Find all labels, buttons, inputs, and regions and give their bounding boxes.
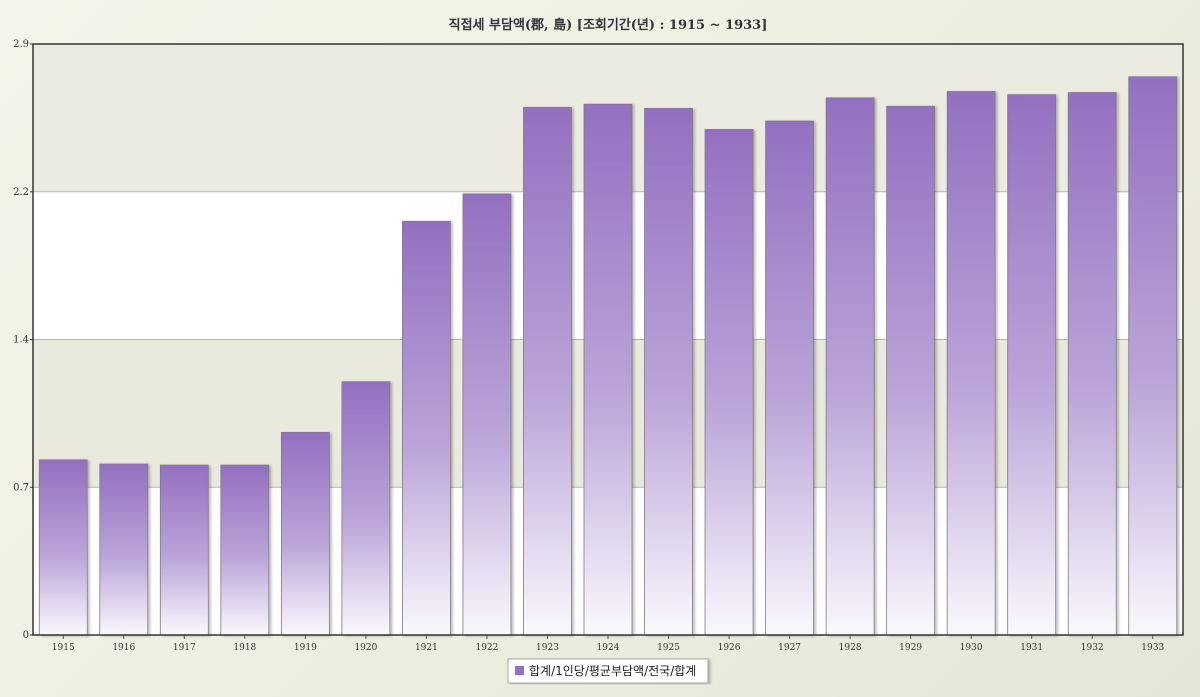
x-tick-label: 1921 <box>415 643 438 653</box>
bars-group <box>38 76 1178 636</box>
y-axis-ticks: 0 0.7 1.4 2.2 2.9 <box>13 39 33 641</box>
bar-1915[interactable] <box>38 459 88 636</box>
bar-1923[interactable] <box>523 106 572 636</box>
legend-box <box>507 658 709 684</box>
bar-1919[interactable] <box>280 431 330 636</box>
bar-1917[interactable] <box>159 464 209 636</box>
y-tick-label: 0 <box>23 630 29 641</box>
y-tick-label: 2.2 <box>13 187 29 198</box>
x-tick-label: 1918 <box>233 643 256 653</box>
y-tick-label: 0.7 <box>13 482 29 493</box>
bar-1930[interactable] <box>946 91 996 636</box>
bar-1920[interactable] <box>341 381 391 636</box>
bar-1924[interactable] <box>583 103 633 636</box>
x-axis-ticks: 1915 1916 1917 1918 1919 1920 1921 1922 1923 1924… <box>52 635 1164 653</box>
bar-1926[interactable] <box>704 129 754 636</box>
bar-1932[interactable] <box>1067 92 1117 636</box>
y-tick-label: 1.4 <box>13 335 29 346</box>
x-tick-label: 1925 <box>657 643 680 653</box>
x-tick-label: 1922 <box>475 643 498 653</box>
x-tick-label: 1929 <box>899 643 922 653</box>
x-tick-label: 1926 <box>718 643 741 653</box>
x-tick-label: 1932 <box>1081 643 1104 653</box>
bar-1916[interactable] <box>99 463 149 636</box>
bar-1921[interactable] <box>402 220 451 636</box>
x-tick-label: 1927 <box>778 643 801 653</box>
bar-1922[interactable] <box>462 193 512 636</box>
x-tick-label: 1928 <box>839 643 862 653</box>
x-tick-label: 1933 <box>1141 643 1164 653</box>
x-tick-label: 1919 <box>294 643 317 653</box>
bar-1918[interactable] <box>220 464 270 636</box>
legend-swatch <box>515 666 524 675</box>
bar-1931[interactable] <box>1007 94 1057 636</box>
x-tick-label: 1916 <box>112 643 135 653</box>
x-tick-label: 1917 <box>173 643 196 653</box>
x-tick-label: 1931 <box>1020 643 1043 653</box>
x-tick-label: 1923 <box>536 643 559 653</box>
bar-1925[interactable] <box>644 107 693 636</box>
x-tick-label: 1930 <box>960 643 983 653</box>
legend-label: 합계/1인당/평균부담액/전국/합계 <box>529 664 696 678</box>
y-tick-label: 2.9 <box>13 39 29 50</box>
x-tick-label: 1920 <box>354 643 377 653</box>
bar-1928[interactable] <box>825 97 875 636</box>
x-tick-label: 1924 <box>597 643 620 653</box>
plot-frame <box>32 43 1184 636</box>
legend[interactable]: 합계/1인당/평균부담액/전국/합계 <box>507 658 709 684</box>
chart-title: 직접세 부담액(郡, 島) [조회기간(년) : 1915 ~ 1933] <box>449 17 768 33</box>
bar-1927[interactable] <box>765 120 814 636</box>
bar-1933[interactable] <box>1128 76 1178 636</box>
x-tick-label: 1915 <box>52 643 75 653</box>
bar-1929[interactable] <box>886 105 936 636</box>
